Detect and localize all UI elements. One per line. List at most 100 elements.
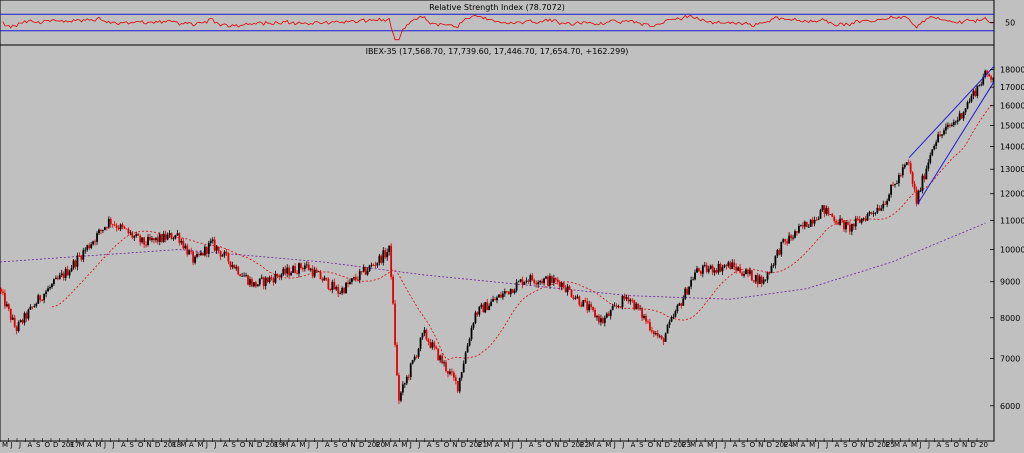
candle xyxy=(217,246,220,254)
candle xyxy=(62,271,65,281)
candle xyxy=(327,277,330,291)
candle xyxy=(441,353,444,365)
candle xyxy=(198,252,200,257)
candle xyxy=(392,274,394,305)
candle xyxy=(549,273,551,289)
candle xyxy=(856,216,859,221)
candle xyxy=(578,295,581,307)
candle xyxy=(419,337,422,352)
candle xyxy=(735,263,738,274)
candle xyxy=(119,223,122,232)
candle xyxy=(174,234,177,240)
candle xyxy=(76,252,79,271)
x-tick-label: A xyxy=(733,441,738,449)
candle xyxy=(725,263,728,270)
candle xyxy=(64,266,67,281)
candle xyxy=(466,342,469,353)
candle xyxy=(54,275,57,280)
candle xyxy=(517,280,520,283)
candle xyxy=(137,232,140,236)
candle xyxy=(899,173,902,178)
candle xyxy=(413,354,416,362)
candle xyxy=(970,93,973,103)
x-tick-label: O xyxy=(954,441,960,449)
candle xyxy=(486,299,489,311)
x-tick-label: O xyxy=(546,441,552,449)
candle xyxy=(288,265,291,279)
candle xyxy=(568,284,571,290)
candle xyxy=(135,231,138,238)
x-tick-label: M xyxy=(588,441,594,449)
candle xyxy=(98,228,100,235)
candle xyxy=(945,123,947,135)
candle xyxy=(7,303,10,312)
candle xyxy=(9,308,12,323)
x-tick-label: F xyxy=(172,441,176,449)
candle xyxy=(886,198,889,208)
y-tick-label: 9000 xyxy=(1000,278,1020,287)
x-tick-label: N xyxy=(860,441,865,449)
candle xyxy=(219,250,222,261)
candle xyxy=(460,371,463,381)
candle xyxy=(684,287,687,300)
candle xyxy=(290,271,293,276)
candle xyxy=(829,214,832,215)
candle xyxy=(153,237,155,244)
candle xyxy=(300,262,302,270)
x-tick-label: A xyxy=(801,441,806,449)
candle xyxy=(468,337,471,347)
x-tick-label: M xyxy=(180,441,186,449)
x-tick-label: A xyxy=(903,441,908,449)
x-tick-label: A xyxy=(393,441,398,449)
candle xyxy=(321,277,324,283)
x-tick-label: J xyxy=(9,441,12,449)
x-tick-label: J xyxy=(111,441,114,449)
candle xyxy=(421,332,424,340)
candle xyxy=(833,215,836,223)
candle xyxy=(896,180,898,185)
candle xyxy=(515,279,518,293)
x-tick-label: A xyxy=(291,441,296,449)
candle xyxy=(625,294,628,302)
candle xyxy=(664,332,667,342)
y-tick-label: 7000 xyxy=(1000,355,1020,364)
candle xyxy=(398,372,400,405)
candle xyxy=(843,220,845,233)
candle xyxy=(721,264,724,275)
candle xyxy=(909,160,912,175)
candle xyxy=(339,290,342,295)
candle xyxy=(262,276,265,290)
x-tick-label: O xyxy=(648,441,654,449)
x-tick-label: J xyxy=(307,441,310,449)
candle xyxy=(390,243,393,280)
candle xyxy=(813,216,816,227)
x-tick-label: J xyxy=(519,441,522,449)
candle xyxy=(223,250,226,258)
candle xyxy=(933,144,936,151)
rsi-line xyxy=(2,14,993,41)
candle xyxy=(149,233,151,242)
candle xyxy=(362,264,365,273)
candle xyxy=(209,238,212,247)
x-tick-label: S xyxy=(36,441,41,449)
candle xyxy=(811,217,814,227)
candle xyxy=(837,219,840,225)
candle xyxy=(641,306,643,322)
candle xyxy=(786,238,789,246)
x-tick-label: O xyxy=(852,441,858,449)
candle xyxy=(729,260,732,270)
candle xyxy=(547,274,549,287)
candle xyxy=(598,313,600,325)
candle xyxy=(292,265,295,274)
candle xyxy=(654,330,657,336)
x-tick-label: D xyxy=(869,441,874,449)
x-tick-label: J xyxy=(715,441,718,449)
candle xyxy=(315,267,318,273)
x-tick-label: S xyxy=(129,441,134,449)
candle xyxy=(274,270,277,284)
candle xyxy=(652,330,655,338)
candle xyxy=(741,270,743,277)
candle xyxy=(351,278,353,285)
candle xyxy=(523,281,526,285)
candle xyxy=(225,248,228,256)
